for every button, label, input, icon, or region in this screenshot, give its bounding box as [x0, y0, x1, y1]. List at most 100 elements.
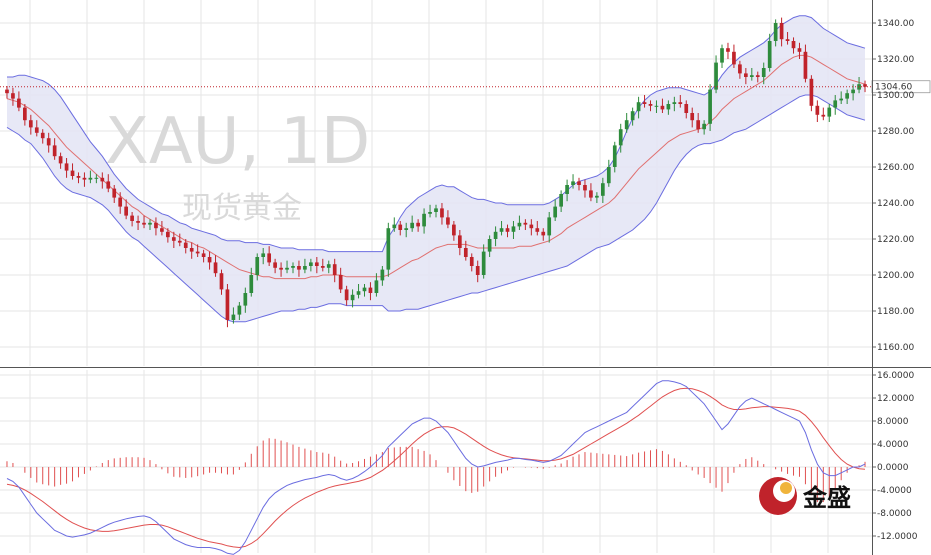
candle: [154, 217, 158, 236]
candle: [362, 284, 367, 297]
candle-body: [690, 113, 695, 121]
candle: [52, 138, 57, 160]
candle: [249, 267, 254, 297]
candle-body: [148, 222, 152, 225]
candle-body: [595, 195, 599, 198]
candle-body: [356, 291, 361, 295]
candle: [845, 89, 849, 104]
candle: [481, 244, 486, 279]
candle-body: [40, 132, 45, 139]
candle-body: [606, 167, 611, 184]
bands-fill: [7, 15, 865, 322]
candle-body: [559, 194, 563, 207]
candle: [505, 224, 510, 238]
candle-body: [648, 104, 653, 106]
watermark-symbol: XAU, 1D: [105, 105, 370, 179]
candle-body: [64, 163, 69, 171]
candle: [452, 221, 456, 241]
candle: [386, 222, 391, 277]
candle: [309, 258, 313, 272]
candle: [428, 204, 432, 218]
candle-body: [112, 188, 117, 198]
candle: [314, 257, 319, 274]
candle-body: [291, 266, 295, 268]
candle-body: [446, 217, 450, 225]
candle: [219, 269, 224, 295]
candle-body: [577, 181, 581, 185]
candle: [213, 255, 218, 277]
candle: [809, 75, 814, 112]
candle-body: [755, 75, 760, 77]
candle-body: [189, 248, 194, 252]
candle-body: [547, 217, 552, 236]
macd-line: [6, 380, 866, 555]
candle-body: [255, 257, 260, 275]
candle: [517, 215, 522, 230]
candle: [297, 260, 301, 277]
candle-body: [261, 253, 266, 257]
candle-body: [779, 23, 784, 40]
candle: [338, 267, 343, 293]
candle-body: [845, 93, 849, 99]
candle: [17, 91, 21, 112]
candle: [374, 273, 379, 297]
candle-body: [82, 177, 87, 180]
candle: [815, 100, 820, 122]
candle: [392, 217, 397, 232]
candle-body: [58, 156, 63, 164]
candle: [166, 228, 170, 243]
candle-body: [297, 266, 301, 270]
candle-body: [672, 102, 677, 104]
candle-body: [124, 206, 128, 216]
macd-tick-label: 4.0000: [877, 440, 909, 450]
candle: [112, 185, 117, 203]
candle-body: [702, 123, 706, 130]
candle-body: [541, 231, 546, 236]
candle: [404, 222, 409, 238]
candle-body: [422, 213, 426, 227]
candle-body: [142, 222, 146, 225]
candle: [23, 104, 27, 126]
candle: [791, 37, 796, 54]
candle: [600, 177, 605, 203]
candle: [106, 174, 111, 193]
candle-body: [5, 89, 9, 94]
candle-body: [600, 183, 605, 196]
candle: [320, 258, 325, 272]
candle: [285, 260, 289, 274]
candle-body: [857, 84, 861, 90]
candle-body: [761, 68, 766, 77]
candle: [690, 107, 695, 128]
macd-tick-label: -8.0000: [877, 509, 912, 519]
candle-body: [571, 181, 575, 185]
candle-body: [171, 237, 176, 241]
candle: [291, 262, 295, 274]
candle: [410, 215, 415, 232]
candle-body: [374, 280, 379, 293]
candle-body: [469, 257, 474, 266]
candle-body: [487, 239, 492, 252]
candle-body: [344, 289, 349, 301]
candle: [64, 158, 69, 178]
price-tick-label: 1220.00: [877, 235, 914, 245]
candle-body: [70, 170, 75, 176]
candle-body: [380, 269, 385, 281]
macd-tick-label: 8.0000: [877, 417, 909, 427]
candle: [642, 95, 647, 108]
candle: [183, 239, 188, 254]
candle: [648, 100, 653, 112]
candle: [88, 170, 93, 184]
candle-body: [833, 100, 838, 108]
candle: [595, 192, 599, 203]
candle-body: [440, 208, 444, 218]
candle: [749, 68, 754, 81]
candle-body: [463, 248, 468, 257]
candle-body: [565, 185, 569, 194]
price-tick-label: 1180.00: [877, 307, 914, 317]
candle: [493, 226, 498, 247]
candle: [434, 204, 438, 218]
macd-histogram: [6, 438, 866, 503]
candle-body: [183, 242, 188, 248]
candle-body: [350, 294, 355, 301]
candle: [195, 244, 200, 257]
